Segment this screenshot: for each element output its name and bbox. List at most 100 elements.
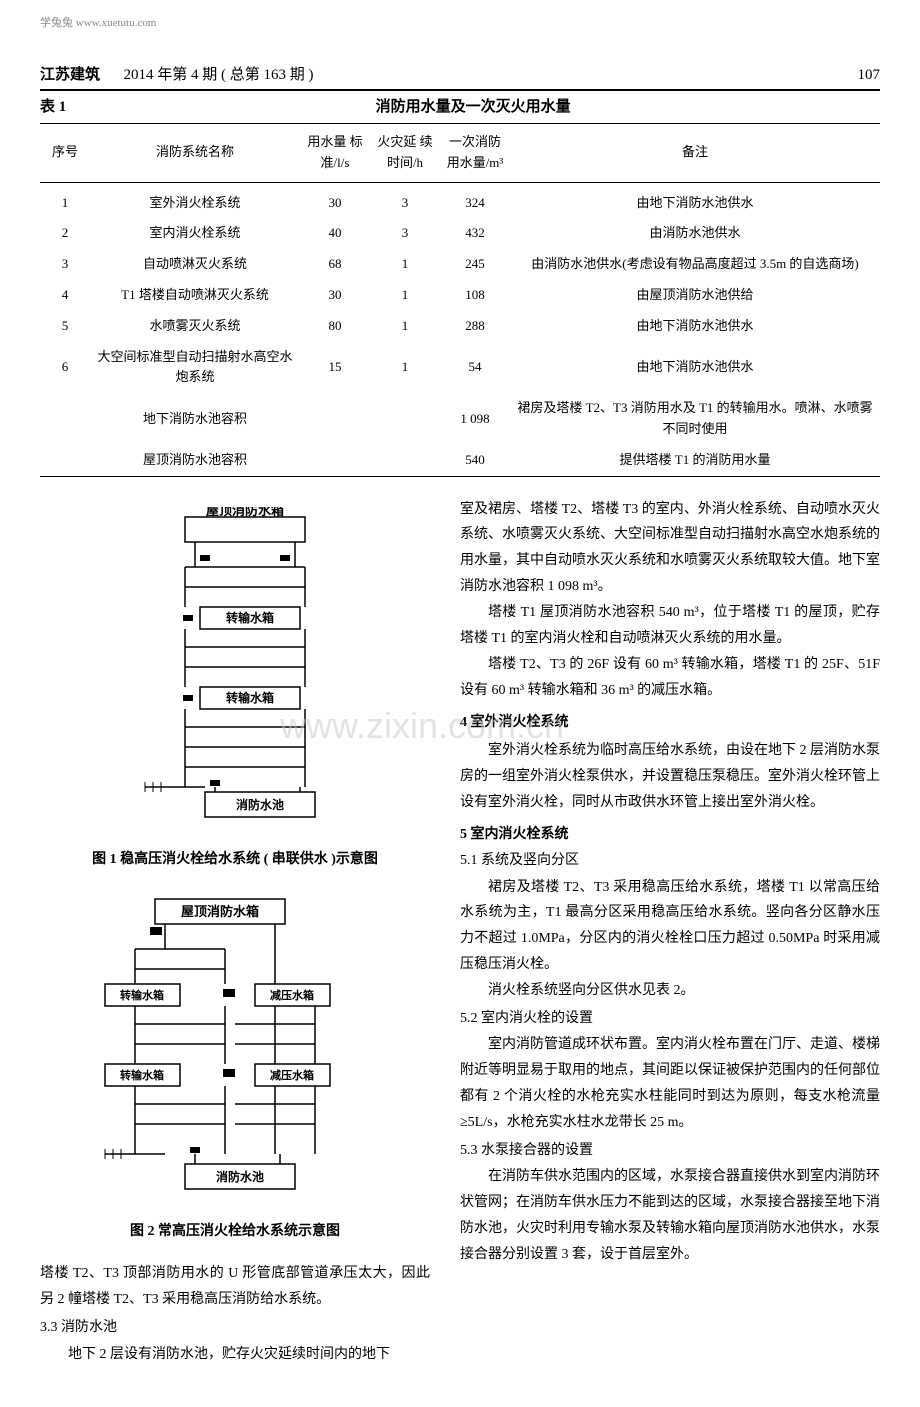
svg-text:屋顶消防水箱: 屋顶消防水箱 — [181, 904, 259, 919]
col-header: 消防系统名称 — [90, 123, 300, 182]
body-paragraph: 消火栓系统竖向分区供水见表 2。 — [460, 978, 880, 1004]
table-cell: 432 — [440, 218, 510, 249]
table-cell: 4 — [40, 280, 90, 311]
table-row: 6大空间标准型自动扫描射水高空水炮系统15154由地下消防水池供水 — [40, 342, 880, 394]
watermark-top: 学兔兔 www.xuetutu.com — [40, 15, 880, 33]
body-paragraph: 地下 2 层设有消防水池，贮存火灾延续时间内的地下 — [40, 1342, 430, 1368]
body-paragraph: 塔楼 T2、T3 的 26F 设有 60 m³ 转输水箱，塔楼 T1 的 25F… — [460, 652, 880, 704]
svg-text:屋顶消防水箱: 屋顶消防水箱 — [206, 507, 284, 518]
body-paragraph: 裙房及塔楼 T2、T3 采用稳高压给水系统，塔楼 T1 以常高压给水系统为主，T… — [460, 875, 880, 979]
table-cell: 324 — [440, 182, 510, 218]
table-row: 3自动喷淋灭火系统681245由消防水池供水(考虑设有物品高度超过 3.5m 的… — [40, 249, 880, 280]
table-cell: 288 — [440, 311, 510, 342]
page-header: 江苏建筑 2014 年第 4 期 ( 总第 163 期 ) 107 — [40, 63, 880, 91]
figure-1: 屋顶消防水箱 转输水箱 转输水箱 — [40, 507, 430, 837]
table-cell — [40, 445, 90, 476]
svg-text:消防水池: 消防水池 — [236, 797, 284, 812]
col-header: 火灾延 续时间/h — [370, 123, 440, 182]
body-paragraph: 室内消防管道成环状布置。室内消火栓布置在门厅、走道、楼梯附近等明显易于取用的地点… — [460, 1032, 880, 1136]
section-4-title: 4 室外消火栓系统 — [460, 712, 880, 734]
table-cell: 108 — [440, 280, 510, 311]
table-cell: 大空间标准型自动扫描射水高空水炮系统 — [90, 342, 300, 394]
table-label: 表 1 — [40, 95, 66, 119]
table-row: 4T1 塔楼自动喷淋灭火系统301108由屋顶消防水池供给 — [40, 280, 880, 311]
table-cell: 15 — [300, 342, 370, 394]
body-paragraph: 塔楼 T2、T3 顶部消防用水的 U 形管底部管道承压太大，因此另 2 幢塔楼 … — [40, 1261, 430, 1313]
table-row: 1室外消火栓系统303324由地下消防水池供水 — [40, 182, 880, 218]
table-cell: 2 — [40, 218, 90, 249]
col-header: 用水量 标准/l/s — [300, 123, 370, 182]
body-paragraph: 室外消火栓系统为临时高压给水系统，由设在地下 2 层消防水泵房的一组室外消火栓泵… — [460, 738, 880, 816]
journal-name: 江苏建筑 — [40, 67, 100, 83]
table-cell: 由消防水池供水 — [510, 218, 880, 249]
table-cell: 室内消火栓系统 — [90, 218, 300, 249]
body-paragraph: 室及裙房、塔楼 T2、塔楼 T3 的室内、外消火栓系统、自动喷水灭火系统、水喷雾… — [460, 497, 880, 601]
issue-info: 2014 年第 4 期 ( 总第 163 期 ) — [124, 67, 314, 83]
table-cell: 1 — [370, 280, 440, 311]
table-cell: 提供塔楼 T1 的消防用水量 — [510, 445, 880, 476]
figure-2: 屋顶消防水箱 转输水箱 减压水箱 — [40, 889, 430, 1209]
table-cell: 地下消防水池容积 — [90, 393, 300, 445]
table-cell — [300, 393, 370, 445]
table-cell: T1 塔楼自动喷淋灭火系统 — [90, 280, 300, 311]
table-cell — [370, 393, 440, 445]
table-row: 2室内消火栓系统403432由消防水池供水 — [40, 218, 880, 249]
table-cell: 由地下消防水池供水 — [510, 182, 880, 218]
table-title: 消防用水量及一次灭火用水量 — [40, 95, 880, 119]
svg-text:转输水箱: 转输水箱 — [226, 610, 274, 625]
table-cell: 30 — [300, 280, 370, 311]
table-cell: 80 — [300, 311, 370, 342]
table-cell: 245 — [440, 249, 510, 280]
svg-text:减压水箱: 减压水箱 — [270, 1068, 314, 1082]
body-paragraph: 在消防车供水范围内的区域，水泵接合器直接供水到室内消防环状管网；在消防车供水压力… — [460, 1164, 880, 1268]
table-cell — [300, 445, 370, 476]
table-cell: 54 — [440, 342, 510, 394]
table-cell: 1 — [370, 342, 440, 394]
section-5-2-title: 5.2 室内消火栓的设置 — [460, 1008, 880, 1030]
svg-text:转输水箱: 转输水箱 — [120, 1068, 164, 1082]
table-cell: 540 — [440, 445, 510, 476]
table-cell: 3 — [40, 249, 90, 280]
page-number: 107 — [858, 63, 881, 87]
col-header: 序号 — [40, 123, 90, 182]
table-cell: 由地下消防水池供水 — [510, 342, 880, 394]
table-row: 地下消防水池容积 1 098裙房及塔楼 T2、T3 消防用水及 T1 的转输用水。… — [40, 393, 880, 445]
table-cell: 1 — [370, 311, 440, 342]
table-cell: 1 — [370, 249, 440, 280]
svg-text:转输水箱: 转输水箱 — [226, 690, 274, 705]
table-cell: 由消防水池供水(考虑设有物品高度超过 3.5m 的自选商场) — [510, 249, 880, 280]
table-cell: 裙房及塔楼 T2、T3 消防用水及 T1 的转输用水。喷淋、水喷雾不同时使用 — [510, 393, 880, 445]
table-cell: 3 — [370, 218, 440, 249]
svg-text:减压水箱: 减压水箱 — [270, 988, 314, 1002]
table-cell: 3 — [370, 182, 440, 218]
table-cell: 6 — [40, 342, 90, 394]
table-cell — [40, 393, 90, 445]
table-cell: 1 098 — [440, 393, 510, 445]
svg-text:消防水池: 消防水池 — [216, 1169, 264, 1184]
table-cell: 68 — [300, 249, 370, 280]
table-cell: 30 — [300, 182, 370, 218]
figure-2-caption: 图 2 常高压消火栓给水系统示意图 — [40, 1221, 430, 1243]
table-cell: 水喷雾灭火系统 — [90, 311, 300, 342]
body-paragraph: 塔楼 T1 屋顶消防水池容积 540 m³，位于塔楼 T1 的屋顶，贮存塔楼 T… — [460, 600, 880, 652]
table-row: 5水喷雾灭火系统801288由地下消防水池供水 — [40, 311, 880, 342]
table-cell — [370, 445, 440, 476]
table-cell: 5 — [40, 311, 90, 342]
table-cell: 1 — [40, 182, 90, 218]
svg-text:转输水箱: 转输水箱 — [120, 988, 164, 1002]
table-cell: 由屋顶消防水池供给 — [510, 280, 880, 311]
table-cell: 自动喷淋灭火系统 — [90, 249, 300, 280]
section-5-3-title: 5.3 水泵接合器的设置 — [460, 1140, 880, 1162]
table-cell: 由地下消防水池供水 — [510, 311, 880, 342]
section-5-title: 5 室内消火栓系统 — [460, 824, 880, 846]
table-cell: 40 — [300, 218, 370, 249]
col-header: 一次消防 用水量/m³ — [440, 123, 510, 182]
table-row: 屋顶消防水池容积 540提供塔楼 T1 的消防用水量 — [40, 445, 880, 476]
section-3-3-title: 3.3 消防水池 — [40, 1317, 430, 1339]
table-cell: 室外消火栓系统 — [90, 182, 300, 218]
col-header: 备注 — [510, 123, 880, 182]
figure-1-caption: 图 1 稳高压消火栓给水系统 ( 串联供水 )示意图 — [40, 849, 430, 871]
data-table: 序号 消防系统名称 用水量 标准/l/s 火灾延 续时间/h 一次消防 用水量/… — [40, 123, 880, 477]
section-5-1-title: 5.1 系统及竖向分区 — [460, 850, 880, 872]
table-cell: 屋顶消防水池容积 — [90, 445, 300, 476]
